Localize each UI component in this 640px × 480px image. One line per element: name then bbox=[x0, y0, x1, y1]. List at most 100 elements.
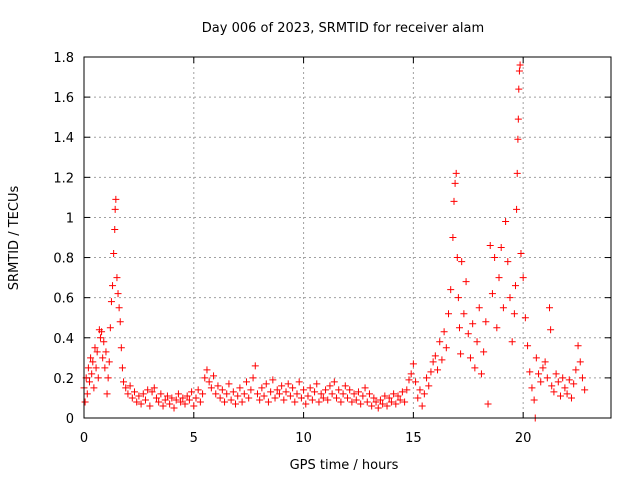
data-point bbox=[486, 242, 494, 250]
data-point bbox=[506, 294, 514, 302]
data-point bbox=[91, 344, 99, 352]
data-point bbox=[100, 338, 108, 346]
data-point bbox=[251, 362, 259, 370]
data-point bbox=[148, 388, 156, 396]
data-point bbox=[368, 402, 376, 410]
data-point bbox=[247, 386, 255, 394]
data-point bbox=[341, 382, 349, 390]
data-point bbox=[447, 286, 455, 294]
data-point bbox=[260, 392, 268, 400]
data-point bbox=[253, 390, 261, 398]
data-point bbox=[546, 304, 554, 312]
data-point bbox=[405, 376, 413, 384]
data-point bbox=[532, 354, 540, 362]
data-point bbox=[508, 338, 516, 346]
data-point bbox=[348, 398, 356, 406]
data-point bbox=[581, 386, 589, 394]
data-point bbox=[537, 378, 545, 386]
data-point bbox=[297, 394, 305, 402]
data-point bbox=[133, 398, 141, 406]
data-point bbox=[440, 328, 448, 336]
data-point bbox=[84, 364, 92, 372]
data-point bbox=[177, 398, 185, 406]
data-point bbox=[107, 298, 115, 306]
data-point bbox=[168, 394, 176, 402]
data-point bbox=[234, 392, 242, 400]
data-point bbox=[482, 318, 490, 326]
data-point bbox=[407, 370, 415, 378]
data-point bbox=[146, 402, 154, 410]
data-point bbox=[528, 384, 536, 392]
y-tick-label: 0.2 bbox=[53, 372, 74, 387]
data-point bbox=[423, 374, 431, 382]
data-point bbox=[574, 342, 582, 350]
data-point bbox=[256, 396, 264, 404]
data-point bbox=[324, 396, 332, 404]
data-point bbox=[403, 386, 411, 394]
data-point bbox=[99, 354, 107, 362]
data-point bbox=[339, 390, 347, 398]
data-point bbox=[304, 392, 312, 400]
data-point bbox=[576, 358, 584, 366]
data-point bbox=[445, 310, 453, 318]
data-point bbox=[511, 282, 519, 290]
data-point bbox=[242, 378, 250, 386]
data-point bbox=[438, 356, 446, 364]
data-point bbox=[166, 400, 174, 408]
data-point bbox=[157, 390, 165, 398]
data-point bbox=[179, 394, 187, 402]
grid-lines bbox=[84, 57, 611, 418]
data-point bbox=[499, 304, 507, 312]
data-point bbox=[431, 352, 439, 360]
data-point bbox=[517, 250, 525, 258]
data-point bbox=[152, 394, 160, 402]
y-tick-label: 1.2 bbox=[53, 171, 74, 186]
data-point bbox=[514, 115, 522, 123]
y-tick-label: 0.8 bbox=[53, 252, 74, 267]
data-point bbox=[194, 386, 202, 394]
data-point bbox=[150, 384, 158, 392]
data-point bbox=[526, 368, 534, 376]
data-point bbox=[109, 282, 117, 290]
data-point bbox=[116, 318, 124, 326]
data-point bbox=[394, 392, 402, 400]
data-point bbox=[83, 390, 91, 398]
data-point bbox=[458, 258, 466, 266]
data-point bbox=[502, 217, 510, 225]
data-point bbox=[249, 374, 257, 382]
data-point bbox=[462, 278, 470, 286]
data-point bbox=[414, 394, 422, 402]
data-point bbox=[480, 348, 488, 356]
data-point bbox=[335, 386, 343, 394]
data-point bbox=[115, 304, 123, 312]
data-point bbox=[495, 274, 503, 282]
data-point bbox=[471, 364, 479, 372]
data-point bbox=[535, 370, 543, 378]
data-point bbox=[401, 398, 409, 406]
data-point bbox=[126, 382, 134, 390]
data-point bbox=[381, 392, 389, 400]
data-point bbox=[552, 370, 560, 378]
data-point bbox=[473, 338, 481, 346]
data-point bbox=[88, 370, 96, 378]
plot-frame bbox=[83, 56, 612, 419]
data-point bbox=[139, 390, 147, 398]
data-point bbox=[333, 394, 341, 402]
data-point bbox=[425, 382, 433, 390]
data-point bbox=[455, 324, 463, 332]
data-point bbox=[491, 254, 499, 262]
data-point bbox=[510, 310, 518, 318]
data-point bbox=[87, 354, 95, 362]
data-point bbox=[315, 398, 323, 406]
data-point bbox=[436, 338, 444, 346]
data-point bbox=[556, 392, 564, 400]
data-point bbox=[554, 378, 562, 386]
data-point bbox=[442, 344, 450, 352]
y-tick-label: 1.6 bbox=[53, 91, 74, 106]
data-point bbox=[113, 274, 121, 282]
data-point bbox=[223, 390, 231, 398]
data-point bbox=[131, 388, 139, 396]
data-point bbox=[112, 195, 120, 203]
data-point bbox=[374, 404, 382, 412]
